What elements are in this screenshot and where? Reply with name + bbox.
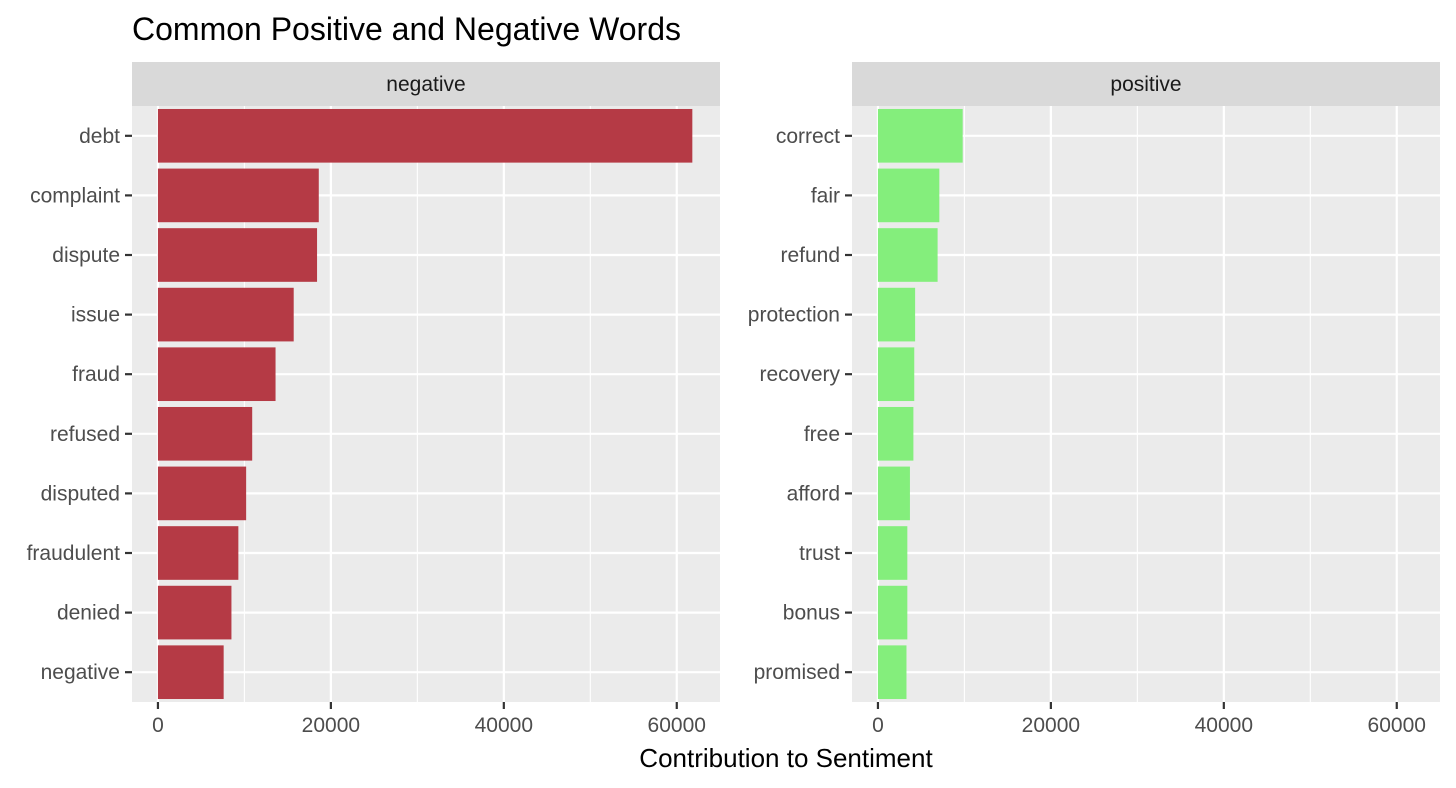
bar-promised [877,645,907,700]
bar-trust [877,526,908,580]
y-tick-label: complaint [30,184,120,207]
facet-strip-label: positive [1110,73,1181,96]
x-tick-label: 60000 [1368,714,1426,737]
facet-strip-label: negative [386,73,465,96]
x-axis-title: Contribution to Sentiment [639,743,933,773]
y-tick-label: disputed [41,482,120,505]
bar-bonus [877,585,908,640]
y-tick-label: fair [811,184,840,207]
bar-fair [877,168,940,223]
x-tick-label: 20000 [1022,714,1080,737]
y-tick-label: free [804,423,840,446]
y-tick-label: bonus [783,602,840,625]
y-tick-label: trust [799,542,840,565]
y-tick-label: denied [57,602,120,625]
bar-free [877,406,914,461]
x-tick-label: 0 [152,714,164,737]
y-tick-label: fraudulent [27,542,121,565]
bar-afford [877,466,910,521]
y-tick-label: afford [787,482,840,505]
bar-fraudulent [157,526,239,580]
x-tick-label: 40000 [1195,714,1253,737]
x-tick-label: 0 [872,714,884,737]
bar-dispute [157,228,318,282]
bar-debt [157,108,693,163]
bar-recovery [877,347,915,402]
y-tick-label: fraud [72,363,120,386]
bar-fraud [157,347,276,402]
bar-disputed [157,466,247,521]
bar-complaint [157,168,319,223]
y-tick-label: correct [776,125,840,148]
bar-refund [877,228,938,282]
bar-issue [157,287,294,342]
y-tick-label: issue [71,304,120,327]
y-tick-label: promised [754,661,840,684]
y-tick-label: protection [748,304,840,327]
y-tick-label: refused [50,423,120,446]
panel-positive: positive correct fair refund protection recov… [748,62,1440,737]
bar-protection [877,287,916,342]
x-tick-label: 20000 [302,714,360,737]
y-tick-label: negative [41,661,120,684]
bar-denied [157,585,232,640]
chart-title: Common Positive and Negative Words [132,11,681,47]
panel-background [852,106,1440,702]
bar-refused [157,406,253,461]
y-tick-label: refund [780,244,840,267]
y-tick-label: debt [79,125,120,148]
y-tick-label: recovery [759,363,840,386]
x-tick-label: 60000 [648,714,706,737]
y-tick-label: dispute [52,244,120,267]
facet-strip-negative [132,62,720,106]
facet-strip-positive [852,62,1440,106]
x-tick-label: 40000 [475,714,533,737]
bar-correct [877,108,963,163]
panels-layer: negative debt complaint dispute issue fraud re… [27,62,1440,737]
panel-negative: negative debt complaint dispute issue fraud re… [27,62,720,737]
bar-negative [157,645,224,700]
